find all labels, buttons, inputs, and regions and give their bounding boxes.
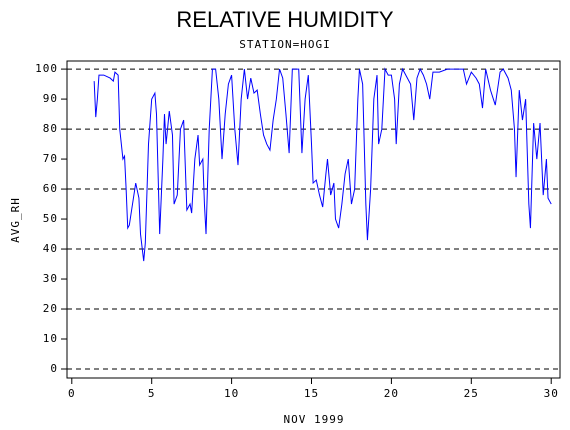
y-tick-label: 90 (43, 92, 58, 105)
y-tick-label: 30 (43, 272, 58, 285)
y-tick-label: 100 (35, 62, 58, 75)
y-tick-label: 50 (43, 212, 58, 225)
x-tick-label: 15 (304, 387, 319, 400)
x-tick-label: 30 (544, 387, 559, 400)
data-line (93, 67, 552, 262)
x-tick-label: 25 (464, 387, 479, 400)
x-axis-label: NOV 1999 (284, 413, 345, 426)
x-tick-label: 0 (68, 387, 76, 400)
y-tick-label: 20 (43, 302, 58, 315)
x-tick-label: 5 (148, 387, 156, 400)
y-tick-label: 60 (43, 182, 58, 195)
y-tick-label: 10 (43, 332, 58, 345)
y-tick-label: 70 (43, 152, 58, 165)
y-tick-label: 0 (50, 362, 58, 375)
x-tick-label: 20 (384, 387, 399, 400)
y-tick-label: 80 (43, 122, 58, 135)
y-tick-label: 40 (43, 242, 58, 255)
y-axis-label: AVG_RH (9, 197, 22, 243)
chart-subtitle: STATION=HOGI (239, 38, 330, 51)
chart-title: RELATIVE HUMIDITY (176, 7, 394, 32)
plot-frame (66, 60, 561, 379)
x-tick-label: 10 (224, 387, 239, 400)
